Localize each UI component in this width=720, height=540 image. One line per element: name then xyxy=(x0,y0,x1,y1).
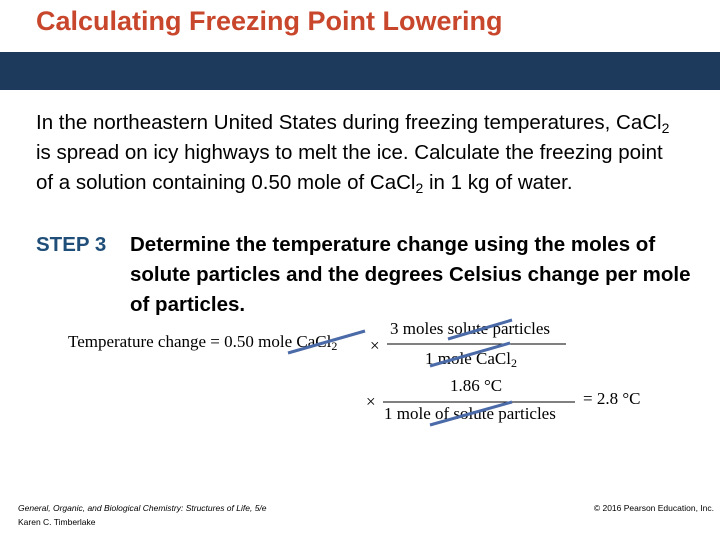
footer-book: General, Organic, and Biological Chemist… xyxy=(18,503,267,513)
subscript: 2 xyxy=(331,339,338,353)
text: 1 mole CaCl xyxy=(425,349,511,368)
cancel-line xyxy=(429,400,513,427)
step-text: Determine the temperature change using t… xyxy=(130,233,691,316)
equation-lhs: Temperature change = 0.50 mole CaCl2 xyxy=(68,332,337,352)
step-label: STEP 3 xyxy=(36,233,107,256)
cancel-line xyxy=(429,341,511,368)
header-bar xyxy=(0,52,720,90)
times: × xyxy=(370,336,380,355)
text: Temperature change = 0.50 mole CaCl xyxy=(68,332,332,351)
result: = 2.8 °C xyxy=(583,389,641,408)
subscript: 2 xyxy=(415,180,424,196)
subscript: 2 xyxy=(661,120,670,136)
denominator: 1 mole CaCl2 xyxy=(425,349,517,369)
title: Calculating Freezing Point Lowering xyxy=(36,6,503,36)
text: in 1 kg of water. xyxy=(423,171,573,194)
cancel-line xyxy=(447,318,513,341)
footer-author: Karen C. Timberlake xyxy=(18,517,96,527)
subscript: 2 xyxy=(510,356,517,370)
text: In the northeastern United States during… xyxy=(36,111,662,134)
footer-copyright: © 2016 Pearson Education, Inc. xyxy=(593,503,714,513)
numerator: 1.86 °C xyxy=(450,376,503,395)
cancel-line xyxy=(287,329,366,355)
step: STEP 3 Determine the temperature change u… xyxy=(36,230,696,320)
numerator: 3 moles solute particles xyxy=(390,319,551,338)
problem-text: In the northeastern United States during… xyxy=(36,108,676,198)
times: × xyxy=(366,392,376,411)
text: is spread on icy highways to melt the ic… xyxy=(36,141,663,194)
